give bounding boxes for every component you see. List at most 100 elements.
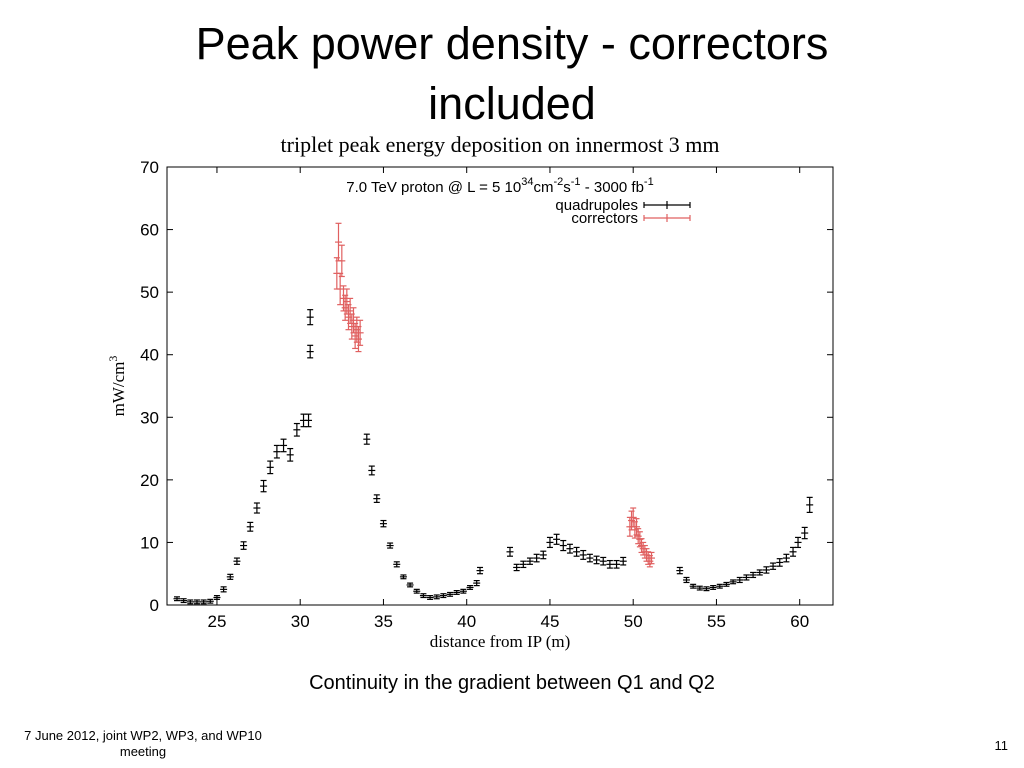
correctors-point-13	[354, 325, 362, 353]
y-tick-label-2: 20	[140, 471, 159, 490]
quadrupoles-point-57	[606, 559, 614, 569]
quadrupoles-point-10	[240, 541, 248, 550]
quadrupoles-point-33	[426, 595, 434, 600]
quadrupoles-point-50	[559, 539, 567, 552]
quadrupoles-point-47	[539, 550, 547, 560]
quadrupoles-point-38	[459, 588, 467, 594]
quadrupoles-point-35	[439, 593, 447, 599]
quadrupoles-point-11	[246, 521, 254, 532]
y-tick-label-5: 50	[140, 283, 159, 302]
correctors-point-21	[636, 531, 644, 548]
annotation-tail: - 3000 fb	[581, 179, 644, 196]
annotation-mid: cm	[533, 179, 553, 196]
footer-date-meeting: 7 June 2012, joint WP2, WP3, and WP10 me…	[24, 728, 262, 759]
quadrupoles-point-27	[386, 542, 394, 549]
slide-caption: Continuity in the gradient between Q1 an…	[309, 672, 715, 694]
quadrupoles-point-79	[801, 526, 809, 540]
correctors-point-27	[646, 554, 654, 568]
quadrupoles-point-23	[363, 433, 371, 445]
correctors-point-6	[343, 288, 351, 315]
correctors-point-25	[643, 548, 651, 562]
correctors-point-9	[348, 313, 356, 340]
quadrupoles-point-43	[513, 563, 521, 572]
quadrupoles-point-8	[226, 573, 234, 580]
slide-title-line2: included	[428, 78, 596, 129]
y-axis-label-base: mW/cm	[109, 362, 128, 417]
correctors-point-12	[353, 316, 361, 343]
correctors-point-14	[356, 319, 364, 346]
x-tick-label-0: 25	[207, 612, 226, 631]
quadrupoles-point-5	[206, 598, 214, 604]
correctors-point-3	[338, 244, 346, 278]
quadrupoles-point-13	[260, 479, 268, 493]
quadrupoles-point-31	[413, 588, 421, 594]
quadrupoles-point-69	[736, 576, 744, 584]
quadrupoles-point-36	[446, 591, 454, 597]
quadrupoles-point-39	[466, 585, 474, 590]
quadrupoles-point-29	[399, 574, 407, 580]
series-quadrupoles	[173, 309, 814, 605]
quadrupoles-point-4	[200, 599, 208, 605]
x-axis-label: distance from IP (m)	[430, 632, 571, 651]
quadrupoles-point-61	[682, 576, 690, 584]
legend: quadrupoles correctors	[555, 197, 691, 227]
correctors-point-8	[346, 297, 354, 325]
x-tick-label-7: 60	[790, 612, 809, 631]
quadrupoles-point-74	[769, 562, 777, 570]
y-tick-label-4: 40	[140, 346, 159, 365]
quadrupoles-point-51	[566, 543, 574, 554]
plot-frame	[166, 166, 834, 606]
x-tick-label-5: 50	[624, 612, 643, 631]
quadrupoles-point-48	[546, 536, 554, 549]
y-axis-label-sup: 3	[106, 356, 120, 362]
quadrupoles-point-26	[379, 519, 387, 528]
quadrupoles-point-76	[782, 553, 790, 563]
quadrupoles-point-21	[306, 344, 314, 359]
y-tick-label-0: 0	[150, 596, 159, 615]
correctors-point-2	[336, 272, 344, 306]
quadrupoles-point-73	[762, 566, 770, 574]
quadrupoles-point-62	[689, 583, 697, 589]
quadrupoles-point-52	[573, 546, 581, 557]
y-tick-label-6: 60	[140, 221, 159, 240]
quadrupoles-point-34	[433, 594, 441, 600]
quadrupoles-point-54	[586, 553, 594, 563]
quadrupoles-point-42	[506, 546, 514, 557]
quadrupoles-point-55	[593, 555, 601, 565]
quadrupoles-point-67	[722, 581, 730, 587]
series-correctors	[333, 222, 656, 568]
quadrupoles-point-14	[266, 460, 274, 475]
quadrupoles-point-45	[526, 557, 534, 565]
quadrupoles-point-59	[619, 556, 627, 566]
quadrupoles-point-41	[476, 566, 484, 575]
y-tick-label-7: 70	[140, 158, 159, 177]
annotation-exp2: -2	[553, 176, 563, 188]
chart-title: triplet peak energy deposition on innerm…	[280, 132, 720, 157]
legend-label-quadrupoles: quadrupoles	[555, 197, 638, 214]
quadrupoles-point-64	[702, 586, 710, 592]
quadrupoles-point-63	[696, 585, 704, 591]
correctors-point-4	[339, 285, 347, 312]
quadrupoles-point-3	[193, 599, 201, 605]
quadrupoles-point-40	[473, 579, 481, 587]
slide-title: Peak power density - correctors included	[0, 14, 1024, 134]
quadrupoles-point-30	[406, 582, 414, 588]
quadrupoles-point-77	[789, 546, 797, 557]
x-tick-label-1: 30	[291, 612, 310, 631]
quadrupoles-point-24	[368, 465, 376, 476]
quadrupoles-point-58	[613, 559, 621, 569]
correctors-point-11	[351, 322, 359, 350]
quadrupoles-point-46	[533, 553, 541, 563]
quadrupoles-point-78	[794, 536, 802, 549]
plot-annotation: 7.0 TeV proton @ L = 5 1034cm-2s-1 - 300…	[346, 176, 653, 196]
quadrupoles-point-18	[293, 422, 301, 437]
quadrupoles-point-49	[553, 533, 561, 545]
quadrupoles-point-80	[806, 496, 814, 513]
quadrupoles-point-44	[519, 560, 527, 569]
correctors-point-1	[334, 222, 342, 262]
quadrupoles-point-2	[186, 599, 194, 605]
x-tick-label-3: 40	[457, 612, 476, 631]
legend-marker-quadrupoles	[643, 201, 691, 209]
y-tick-label-3: 30	[140, 408, 159, 427]
quadrupoles-point-75	[776, 558, 784, 567]
